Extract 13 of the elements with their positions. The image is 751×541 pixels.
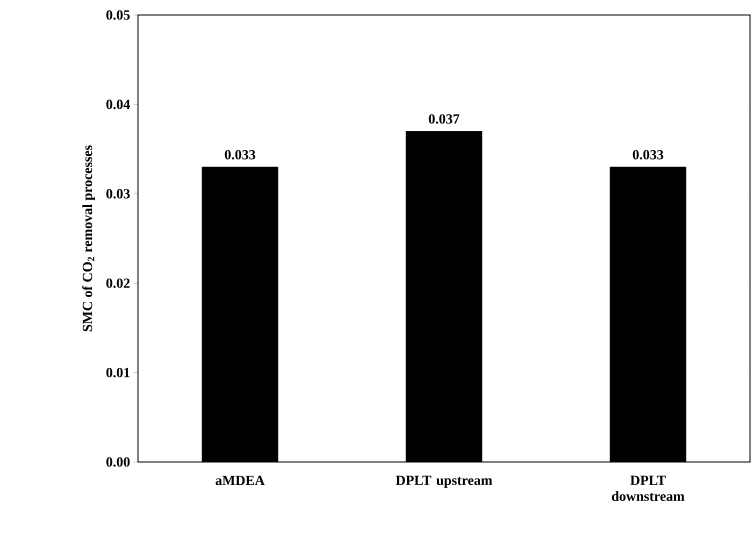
- y-tick-label: 0.00: [106, 457, 130, 467]
- data-label: 0.037: [428, 114, 460, 124]
- y-tick-label: 0.02: [106, 278, 130, 288]
- y-tick-label: 0.03: [106, 189, 130, 199]
- y-axis-title: SMC of CO$_{2}$ removal processes: [82, 145, 95, 332]
- data-label: 0.033: [632, 150, 664, 160]
- x-tick-label: DPLT downstream: [612, 476, 684, 501]
- data-label: 0.033: [224, 150, 256, 160]
- y-tick-label: 0.01: [106, 368, 130, 378]
- y-tick-label: 0.05: [106, 10, 130, 20]
- x-tick-label: DPLT upstream: [396, 476, 492, 488]
- x-tick-label: aMDEA: [216, 476, 265, 486]
- y-tick-label: 0.04: [106, 100, 130, 110]
